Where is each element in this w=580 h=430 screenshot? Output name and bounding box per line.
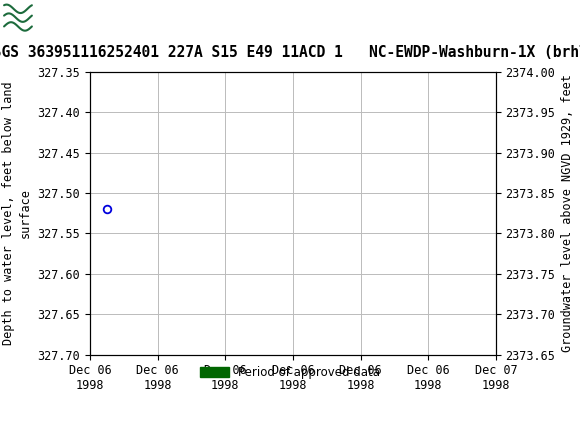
Bar xyxy=(3,3,52,32)
Y-axis label: Groundwater level above NGVD 1929, feet: Groundwater level above NGVD 1929, feet xyxy=(561,74,574,352)
Y-axis label: Depth to water level, feet below land
surface: Depth to water level, feet below land su… xyxy=(2,81,32,345)
Text: USGS 363951116252401 227A S15 E49 11ACD 1   NC-EWDP-Washburn-1X (brhl): USGS 363951116252401 227A S15 E49 11ACD … xyxy=(0,46,580,61)
Text: USGS: USGS xyxy=(57,8,125,28)
Legend: Period of approved data: Period of approved data xyxy=(195,361,385,384)
